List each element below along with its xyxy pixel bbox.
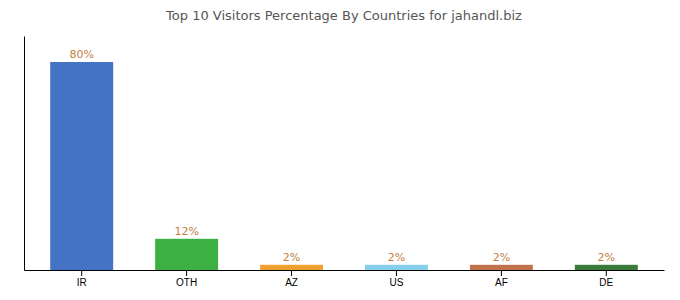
x-axis-line [25, 270, 665, 271]
y-axis [24, 37, 25, 271]
x-tick-mark [186, 270, 187, 276]
x-tick: AZ [285, 270, 298, 288]
data-label: 2% [283, 251, 300, 264]
data-label: 2% [598, 251, 615, 264]
data-label: 2% [388, 251, 405, 264]
title: Top 10 Visitors Percentage By Countries … [165, 8, 522, 23]
x-tick-mark [81, 270, 82, 276]
bar [50, 62, 113, 270]
bar [260, 265, 323, 270]
x-tick-mark [396, 270, 397, 276]
data-labels: 80% 12% 2% 2% 2% 2% [69, 48, 615, 264]
data-label: 2% [493, 251, 510, 264]
y-axis-line [24, 37, 25, 271]
x-tick: DE [599, 270, 613, 288]
x-tick-label: AF [495, 277, 508, 288]
x-tick: US [390, 270, 404, 288]
data-label: 12% [174, 225, 198, 238]
x-tick: OTH [176, 270, 197, 288]
x-tick-mark [291, 270, 292, 276]
chart: IR OTH AZ US AF DE 80% 12% 2% 2% 2% 2% Top 10 Visito… [0, 0, 680, 300]
x-tick-label: OTH [176, 277, 197, 288]
x-tick: AF [495, 270, 508, 288]
bar [575, 265, 638, 270]
x-tick-label: AZ [285, 277, 298, 288]
x-tick-label: DE [599, 277, 613, 288]
bar [155, 239, 218, 270]
x-tick: IR [77, 270, 87, 288]
bars [50, 62, 638, 270]
plot: IR OTH AZ US AF DE 80% 12% 2% 2% 2% 2% [25, 37, 665, 289]
bar [365, 265, 428, 270]
data-label: 80% [69, 48, 93, 61]
x-tick-label: IR [77, 277, 87, 288]
x-tick-mark [501, 270, 502, 276]
x-axis: IR OTH AZ US AF DE [25, 270, 665, 288]
bar [470, 265, 533, 270]
x-tick-label: US [390, 277, 404, 288]
x-tick-mark [606, 270, 607, 276]
